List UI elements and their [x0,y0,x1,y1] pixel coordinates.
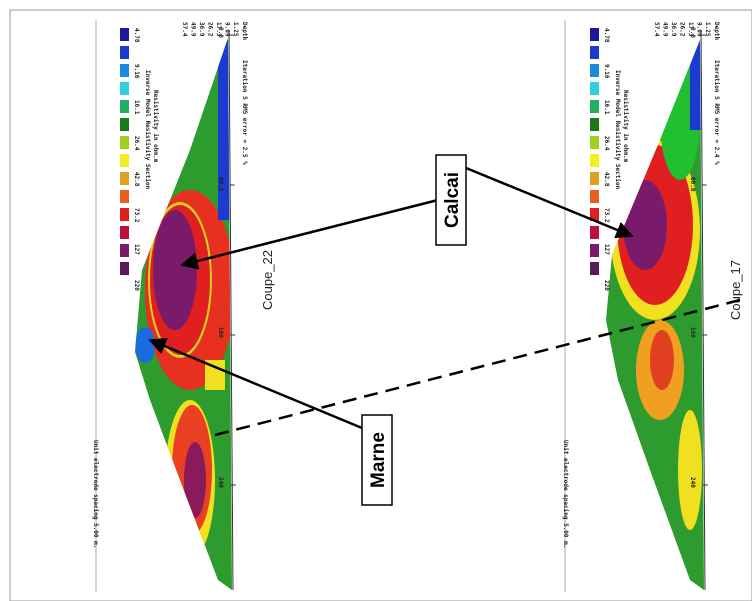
legend-swatch [120,28,129,41]
x-tick-label: 0.0 [689,27,696,38]
legend-swatch [120,46,129,59]
legend-heading: Inverse Model Resistivity Section [144,70,151,190]
depth-value: 9.09 [224,22,231,37]
legend-swatch [120,64,129,77]
depth-value: 9.09 [696,22,703,37]
correlation-line [214,298,741,437]
section-header: Iteration 5 RMS error = 2.5 % [241,60,248,165]
legend-value: 16.1 [133,100,140,115]
section-image [606,40,704,590]
footer: Unit electrode spacing 5.00 m. [92,440,99,548]
legend-swatch [590,226,599,239]
section-label: Coupe_22 [260,250,275,310]
depth-value: 17.3 [215,22,222,37]
legend-swatch [120,82,129,95]
legend-title: Resistivity in ohm.m [622,90,629,163]
depth-value: 49.9 [190,22,197,37]
x-tick-label: 80.0 [217,177,224,192]
legend-swatch [120,190,129,203]
legend-swatch [590,100,599,113]
arrow [148,337,363,430]
legend-value: 73.2 [603,208,610,223]
surface-axis [700,29,706,591]
legend-value: 220 [133,280,140,291]
legend-swatch [120,154,129,167]
legend-value: 42.8 [603,172,610,187]
legend-swatch [120,136,129,149]
depth-value: 1.25 [232,22,239,37]
depth-value: 17.3 [687,22,694,37]
legend-value: 4.78 [603,28,610,43]
legend-swatch [590,118,599,131]
section-header: Iteration 5 RMS error = 2.4 % [713,60,720,165]
depth-value: 49.9 [662,22,669,37]
legend-heading: Inverse Model Resistivity Section [614,70,621,190]
footer: Unit electrode spacing 5.00 m. [562,440,569,548]
depth-value: 1.25 [704,22,711,37]
arrow [465,166,634,239]
legend-swatch [120,208,129,221]
x-tick-label: 0.0 [217,27,224,38]
legend-swatch [590,172,599,185]
legend-swatch [120,118,129,131]
surface-axis [228,29,234,591]
frame [9,9,752,601]
legend-swatch [120,244,129,257]
legend-swatch [590,46,599,59]
legend-swatch [590,190,599,203]
legend-value: 4.78 [133,28,140,43]
legend-value: 16.1 [603,100,610,115]
annotation: Calcai [442,172,463,228]
legend-swatch [120,226,129,239]
legend-value: 73.2 [133,208,140,223]
legend-swatch [590,244,599,257]
x-tick-label: 240 [217,477,224,488]
legend-swatch [590,82,599,95]
depth-value: 26.2 [207,22,214,37]
legend-value: 220 [603,280,610,291]
legend-value: 9.16 [603,64,610,79]
legend-swatch [120,100,129,113]
legend-title: Resistivity in ohm.m [152,90,159,163]
legend-swatch [590,28,599,41]
legend-swatch [590,136,599,149]
depth-value: 57.4 [181,22,188,37]
legend-value: 26.4 [603,136,610,151]
label-box [435,154,467,246]
legend-value: 127 [603,244,610,255]
label-box [361,414,393,506]
legend-swatch [120,172,129,185]
legend-swatch [590,208,599,221]
x-tick-label: 160 [689,327,696,338]
depth-value: 26.2 [679,22,686,37]
depth-value: 57.4 [653,22,660,37]
legend-swatch [590,64,599,77]
depth-label: Depth [713,22,720,40]
legend-swatch [590,262,599,275]
legend-value: 26.4 [133,136,140,151]
arrow [180,198,439,270]
section-image [135,38,232,590]
legend-value: 127 [133,244,140,255]
x-tick-label: 80.0 [689,177,696,192]
x-tick-label: 160 [217,327,224,338]
section-label: Coupe_17 [728,260,743,320]
legend-value: 9.16 [133,64,140,79]
legend-swatch [590,154,599,167]
annotation: Marne [368,432,389,488]
depth-value: 36.9 [670,22,677,37]
depth-value: 36.9 [198,22,205,37]
legend-value: 42.8 [133,172,140,187]
depth-label: Depth [241,22,248,40]
x-tick-label: 240 [689,477,696,488]
legend-swatch [120,262,129,275]
